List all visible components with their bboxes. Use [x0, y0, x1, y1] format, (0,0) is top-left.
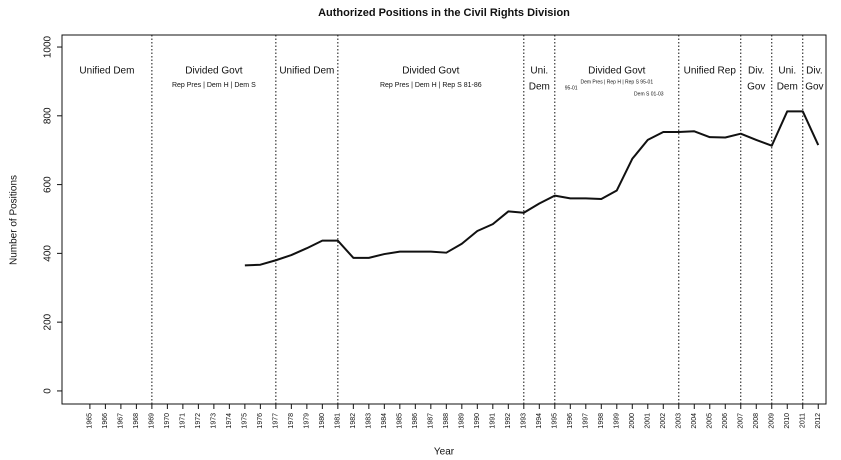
- x-tick-label: 1975: [242, 413, 249, 429]
- x-tick-label: 1981: [335, 413, 342, 429]
- y-tick-label: 0: [43, 388, 54, 394]
- y-tick-label: 600: [43, 176, 54, 193]
- x-tick-label: 1970: [164, 413, 171, 429]
- x-tick-label: 2001: [645, 413, 652, 429]
- period-label: Gov: [805, 82, 823, 93]
- period-label: Unified Dem: [79, 66, 134, 77]
- period-label: Gov: [747, 82, 765, 93]
- period-label: Div.: [748, 66, 764, 77]
- x-tick-label: 2005: [707, 413, 714, 429]
- period-label: Div.: [806, 66, 822, 77]
- x-tick-label: 1991: [490, 413, 497, 429]
- period-note: Dem Pres | Rep H | Rep S 95-01: [580, 79, 653, 85]
- x-tick-label: 1984: [381, 413, 388, 429]
- period-note: 95-01: [565, 85, 578, 91]
- period-label: Unified Dem: [279, 66, 334, 77]
- x-tick-label: 1985: [397, 413, 404, 429]
- x-tick-label: 1972: [195, 413, 202, 429]
- x-tick-label: 1986: [412, 413, 419, 429]
- period-label: Divided Govt: [402, 66, 459, 77]
- x-tick-label: 2011: [800, 413, 807, 428]
- x-tick-label: 2012: [815, 413, 822, 429]
- x-tick-label: 1979: [304, 413, 311, 429]
- x-tick-label: 1974: [226, 413, 233, 429]
- x-tick-label: 1990: [474, 413, 481, 429]
- x-tick-label: 1977: [273, 413, 280, 429]
- x-tick-label: 1997: [583, 413, 590, 429]
- x-tick-label: 2003: [676, 413, 683, 429]
- x-tick-label: 1968: [133, 413, 140, 429]
- x-tick-label: 1973: [211, 413, 218, 429]
- period-note: Rep Pres | Dem H | Rep S 81-86: [380, 82, 482, 89]
- x-tick-label: 1995: [552, 413, 559, 429]
- x-tick-label: 1983: [366, 413, 373, 429]
- x-tick-label: 2010: [784, 413, 791, 429]
- x-tick-label: 1978: [288, 413, 295, 429]
- y-axis-label: Number of Positions: [9, 175, 20, 265]
- x-tick-label: 1992: [505, 413, 512, 429]
- x-tick-label: 2002: [660, 413, 667, 429]
- x-tick-label: 1999: [614, 413, 621, 429]
- x-tick-label: 1976: [257, 413, 264, 429]
- x-tick-label: 1996: [567, 413, 574, 429]
- x-tick-label: 2008: [753, 413, 760, 429]
- x-tick-label: 1998: [598, 413, 605, 429]
- period-label: Dem: [777, 82, 798, 93]
- period-note: Rep Pres | Dem H | Dem S: [172, 82, 256, 89]
- x-tick-label: 2006: [722, 413, 729, 429]
- period-label: Divided Govt: [588, 66, 645, 77]
- x-axis-label: Year: [434, 447, 455, 458]
- x-tick-label: 1989: [459, 413, 466, 429]
- x-tick-label: 2007: [738, 413, 745, 429]
- x-tick-label: 1969: [149, 413, 156, 429]
- period-label: Unified Rep: [684, 66, 737, 77]
- period-note: Dem S 01-03: [634, 91, 664, 97]
- y-tick-label: 400: [43, 245, 54, 262]
- y-tick-label: 800: [43, 107, 54, 124]
- x-tick-label: 1966: [102, 413, 109, 429]
- x-tick-label: 1965: [87, 413, 94, 429]
- x-tick-label: 1987: [428, 413, 435, 429]
- series-line: [244, 110, 820, 267]
- x-tick-label: 2009: [769, 413, 776, 429]
- x-tick-label: 1967: [118, 413, 125, 429]
- y-tick-label: 1000: [43, 35, 54, 58]
- x-tick-label: 2004: [691, 413, 698, 429]
- x-tick-label: 1993: [521, 413, 528, 429]
- x-tick-label: 1980: [319, 413, 326, 429]
- plot-frame: [61, 34, 827, 405]
- x-tick-label: 1994: [536, 413, 543, 429]
- x-tick-label: 1982: [350, 413, 357, 429]
- period-label: Uni.: [778, 66, 796, 77]
- x-tick-label: 2000: [629, 413, 636, 429]
- x-tick-label: 1971: [180, 413, 187, 429]
- period-label: Divided Govt: [185, 66, 242, 77]
- period-label: Dem: [529, 82, 550, 93]
- y-tick-label: 200: [43, 313, 54, 330]
- period-label: Uni.: [530, 66, 548, 77]
- chart-title: Authorized Positions in the Civil Rights…: [318, 7, 570, 19]
- x-tick-label: 1988: [443, 413, 450, 429]
